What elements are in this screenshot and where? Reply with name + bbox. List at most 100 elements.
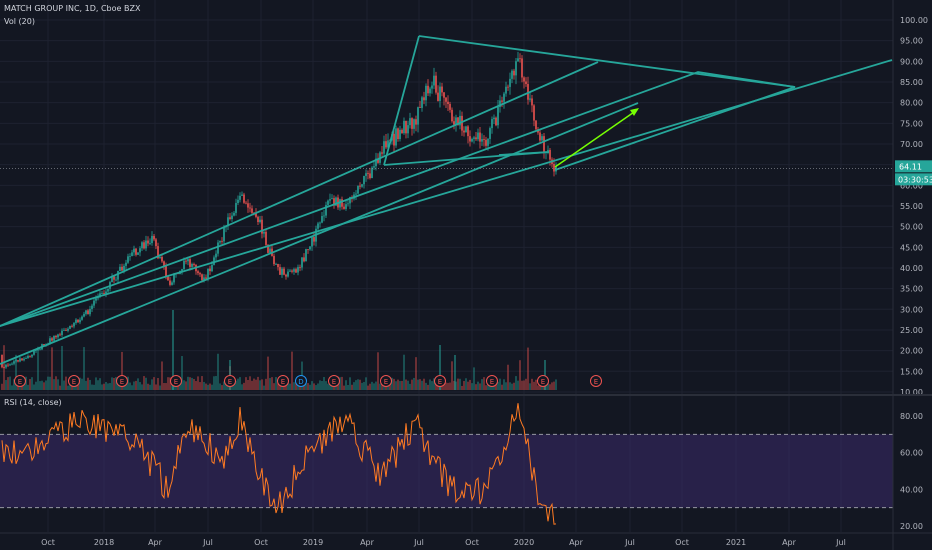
volume-bar — [445, 382, 447, 390]
volume-bar — [479, 383, 481, 390]
candle-body — [263, 231, 265, 234]
price-tick-label: 55.00 — [900, 202, 923, 211]
candle-body — [71, 325, 73, 327]
volume-bar — [69, 384, 71, 390]
volume-bar — [353, 382, 355, 390]
volume-bar — [519, 360, 521, 390]
volume-bar — [485, 385, 487, 390]
volume-bar — [1, 383, 3, 390]
candle-body — [267, 244, 269, 253]
candle-body — [513, 70, 515, 76]
candle-body — [221, 240, 223, 242]
candle-body — [205, 277, 207, 279]
candle-body — [185, 260, 187, 262]
volume-bar — [209, 383, 211, 390]
candle-body — [157, 246, 159, 259]
time-tick-label: Apr — [360, 538, 375, 547]
volume-bar — [389, 381, 391, 390]
volume-bar — [5, 380, 7, 390]
volume-bar — [245, 377, 247, 390]
candle-body — [117, 270, 119, 280]
time-tick-label: 2020 — [514, 538, 534, 547]
candle-body — [413, 119, 415, 129]
volume-bar — [263, 385, 265, 390]
candle-body — [33, 350, 35, 355]
volume-bar — [197, 376, 199, 390]
candle-body — [235, 203, 237, 213]
volume-bar — [43, 382, 45, 390]
volume-bar — [13, 379, 15, 390]
candle-body — [447, 101, 449, 105]
symbol-title[interactable]: MATCH GROUP INC, 1D, Cboe BZX — [4, 4, 141, 13]
volume-bar — [391, 377, 393, 390]
rsi-tick-label: 60.00 — [900, 449, 923, 458]
volume-bar — [501, 384, 503, 390]
volume-bar — [469, 379, 471, 390]
earnings-marker-label: E — [594, 378, 598, 386]
earnings-marker — [486, 375, 498, 387]
candle-body — [133, 248, 135, 253]
trendline — [0, 102, 639, 365]
rsi-indicator-label[interactable]: RSI (14, close) — [4, 398, 62, 407]
candle-body — [529, 98, 531, 100]
channel-line — [0, 71, 796, 327]
time-tick-label: Oct — [254, 538, 268, 547]
candle-body — [243, 194, 245, 203]
candle-body — [361, 184, 363, 187]
candle-body — [443, 92, 445, 98]
candle-body — [229, 217, 231, 219]
candle-body — [227, 217, 229, 227]
countdown-badge — [895, 173, 932, 186]
volume-bar — [61, 345, 63, 390]
volume-bar — [85, 380, 87, 390]
candle-body — [345, 204, 347, 209]
volume-bar — [139, 382, 141, 390]
volume-bar — [137, 378, 139, 390]
candle-body — [411, 118, 413, 129]
rsi-tick-label: 40.00 — [900, 485, 923, 494]
volume-bar — [131, 385, 133, 390]
candle-body — [251, 208, 253, 213]
candle-body — [275, 263, 277, 265]
volume-bar — [267, 356, 269, 390]
trendline — [418, 35, 796, 88]
volume-bar — [135, 380, 137, 390]
candle-body — [247, 203, 249, 208]
price-tick-label: 50.00 — [900, 223, 923, 232]
volume-bar — [121, 351, 123, 390]
candle-body — [463, 130, 465, 133]
candle-body — [51, 338, 53, 341]
candle-body — [301, 257, 303, 268]
volume-bar — [295, 379, 297, 390]
volume-bar — [55, 376, 57, 390]
candle-body — [163, 261, 165, 267]
volume-bar — [107, 383, 109, 390]
candle-body — [21, 358, 23, 361]
candle-body — [35, 350, 37, 352]
volume-bar — [371, 381, 373, 390]
candle-body — [201, 274, 203, 281]
candle-body — [111, 276, 113, 283]
candle-body — [237, 199, 239, 204]
volume-bar — [517, 380, 519, 390]
trendlines[interactable] — [0, 35, 893, 365]
volume-bar — [125, 383, 127, 390]
volume-bar — [399, 381, 401, 390]
volume-bar — [525, 378, 527, 390]
time-tick-label: 2019 — [303, 538, 323, 547]
volume-bar — [187, 376, 189, 390]
candle-body — [9, 364, 11, 366]
candle-body — [503, 93, 505, 102]
volume-bar — [183, 380, 185, 390]
price-tick-label: 85.00 — [900, 78, 923, 87]
candle-body — [403, 120, 405, 134]
volume-indicator-label[interactable]: Vol (20) — [4, 17, 35, 26]
dividend-marker — [295, 375, 307, 387]
volume-bar — [487, 383, 489, 390]
volume-bar — [413, 377, 415, 390]
candle-body — [61, 330, 63, 335]
candle-body — [67, 328, 69, 331]
volume-bar — [35, 381, 37, 390]
